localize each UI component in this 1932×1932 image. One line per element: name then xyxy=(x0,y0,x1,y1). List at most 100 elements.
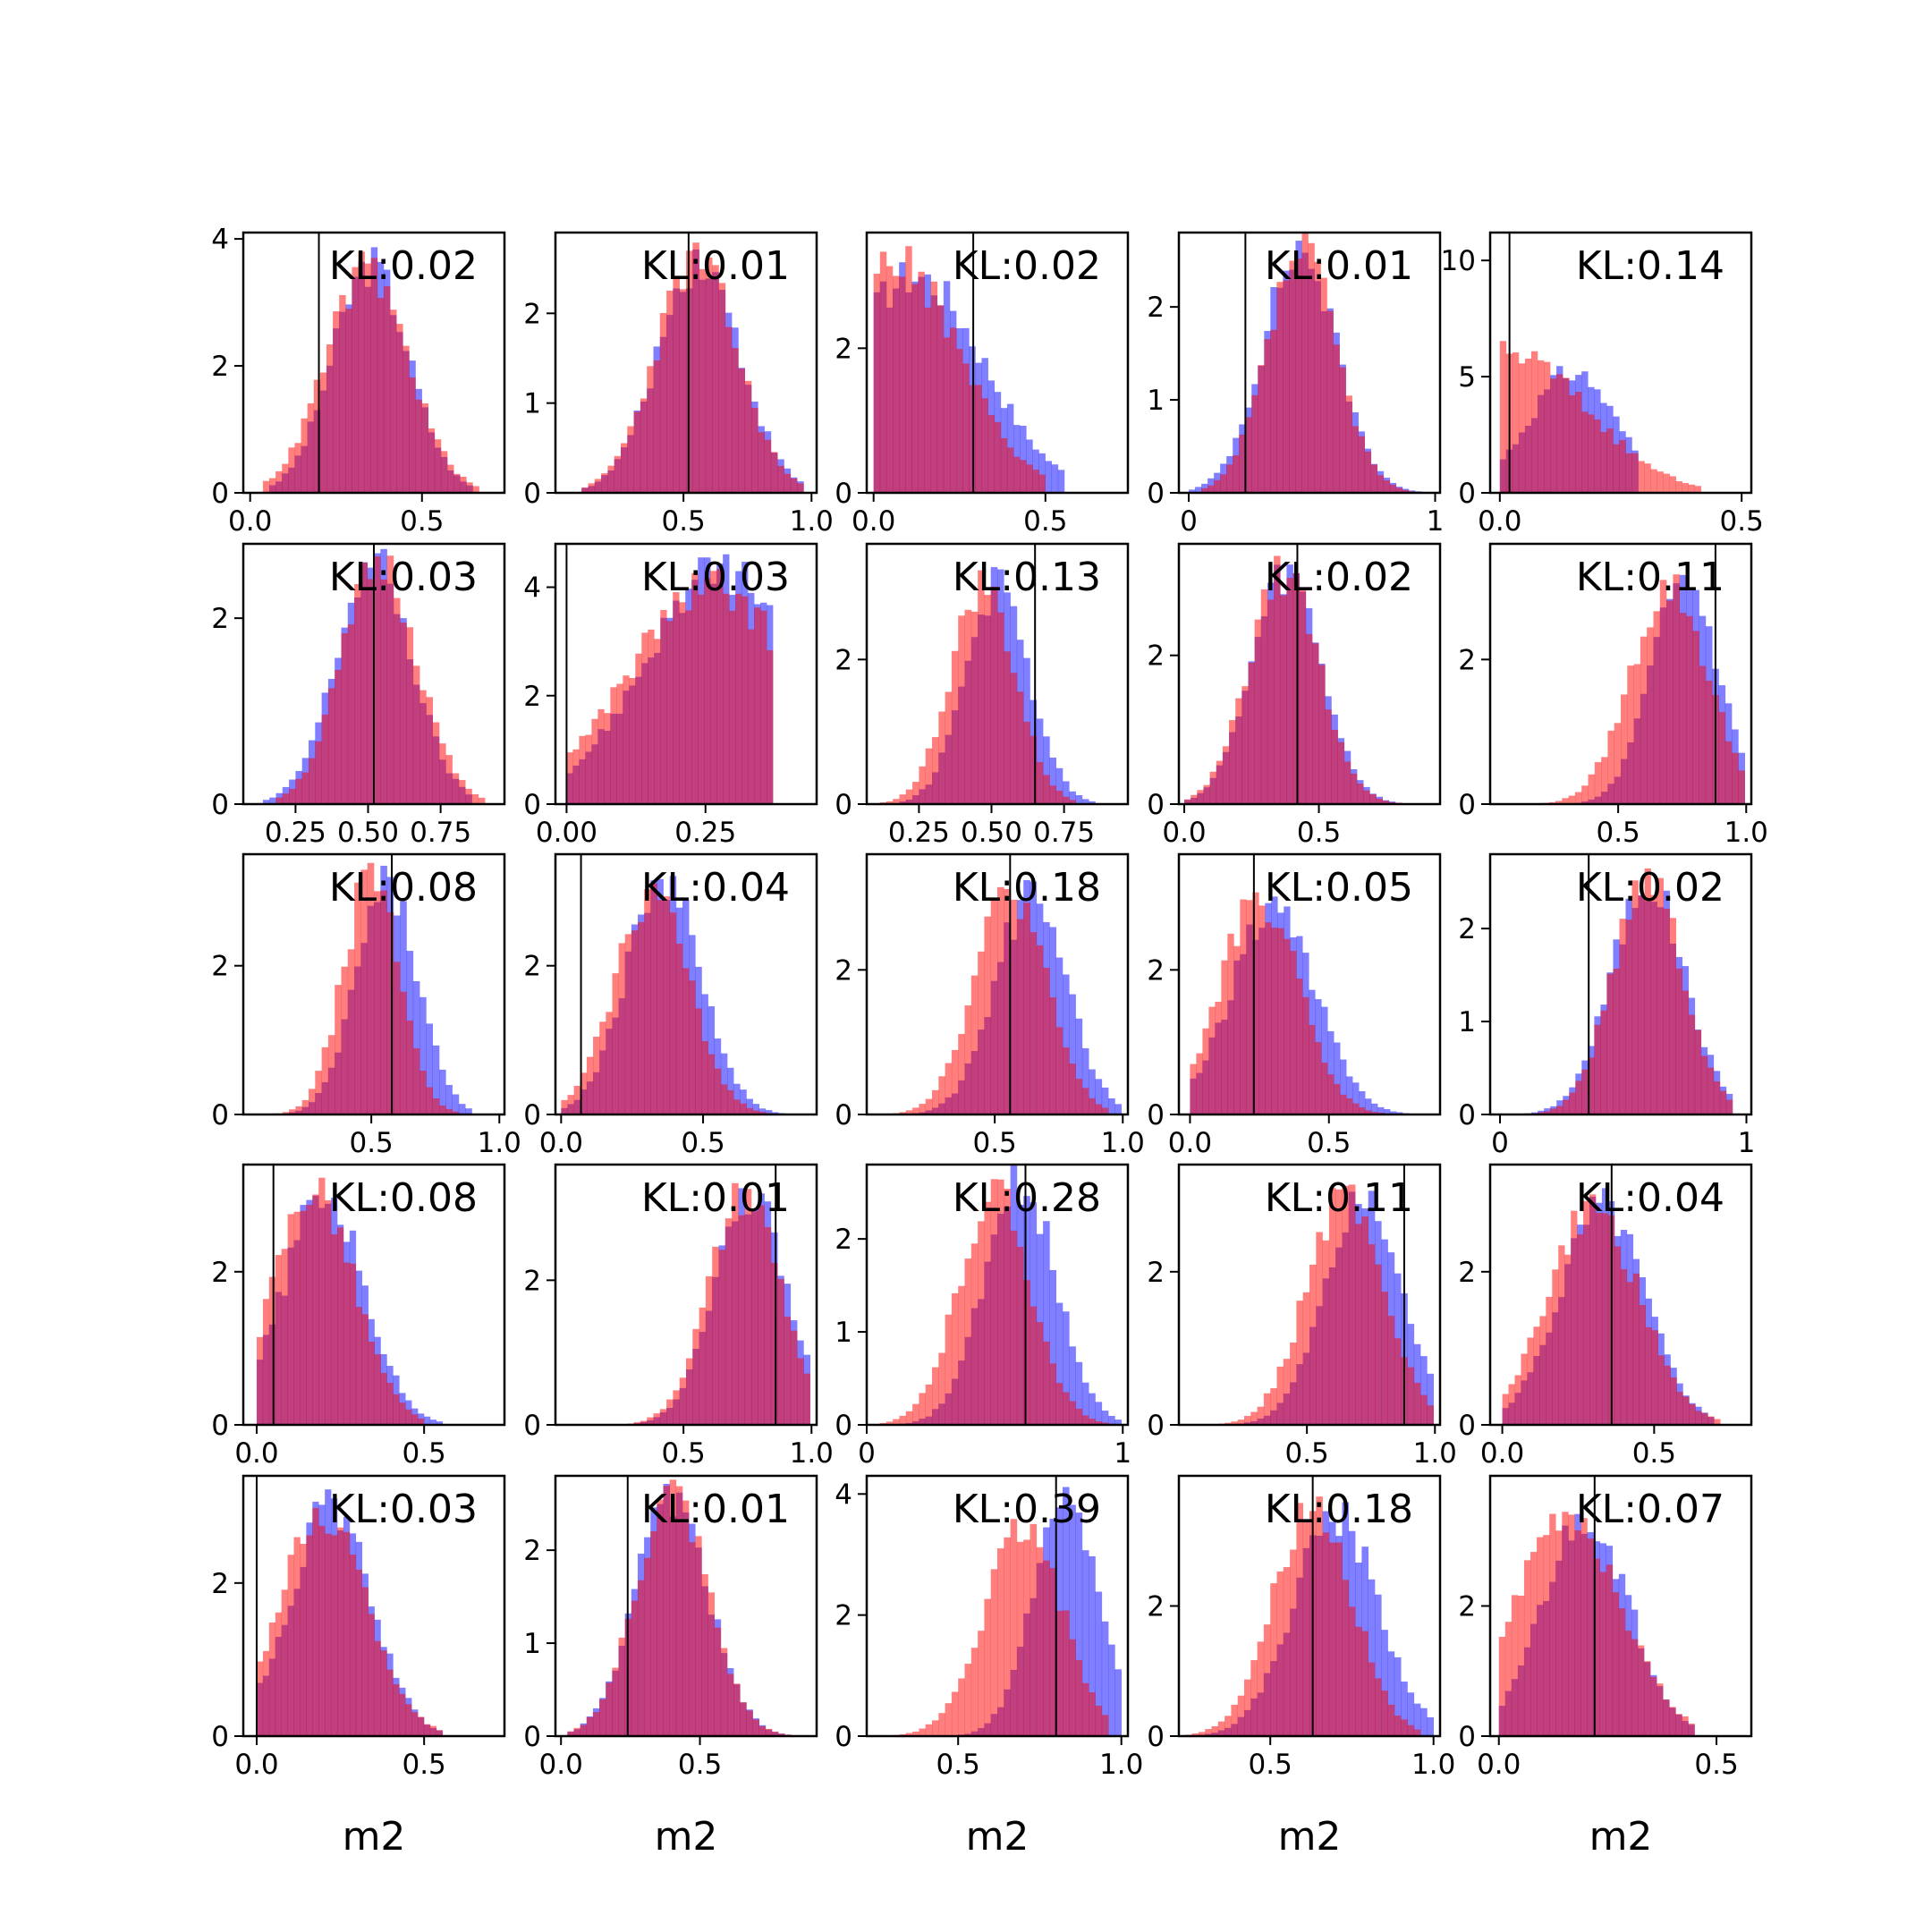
red-hist-bar xyxy=(1252,892,1259,1114)
red-hist-bar xyxy=(1675,1714,1682,1736)
red-hist-bar xyxy=(924,307,931,493)
red-hist-bar xyxy=(1682,1716,1689,1736)
blue-hist-bar xyxy=(1413,1703,1421,1736)
plot-area xyxy=(275,854,472,1114)
panel-frame xyxy=(1488,1163,1753,1427)
red-hist-bar xyxy=(925,748,933,804)
red-hist-bar xyxy=(1365,1110,1372,1114)
red-hist-bar xyxy=(1233,455,1240,493)
red-hist-bar xyxy=(601,473,608,493)
red-hist-bar xyxy=(1627,665,1634,804)
red-hist-bar xyxy=(657,1499,664,1736)
red-hist-bar xyxy=(1499,341,1507,493)
red-hist-bar xyxy=(1389,484,1397,493)
red-hist-bar xyxy=(1407,1367,1415,1425)
red-hist-bar xyxy=(984,916,991,1114)
red-hist-bar xyxy=(1383,480,1391,493)
y-tick-label: 0 xyxy=(523,1099,541,1131)
red-hist-bar xyxy=(1101,1107,1109,1114)
panel-frame xyxy=(242,1163,506,1427)
red-hist-bar xyxy=(1036,1322,1044,1425)
x-tick-label: 0.5 xyxy=(1694,1749,1738,1781)
red-hist-bar xyxy=(309,758,316,804)
y-tick-label: 0 xyxy=(1458,789,1476,821)
y-tick-label: 0 xyxy=(835,1410,852,1442)
red-hist-bar xyxy=(1589,1194,1597,1425)
red-hist-bar xyxy=(1265,922,1272,1114)
red-hist-bar xyxy=(604,713,611,804)
red-hist-bar xyxy=(1302,1521,1310,1736)
red-hist-bar xyxy=(1197,790,1204,804)
red-hist-bar xyxy=(374,556,381,804)
red-hist-bar xyxy=(331,1535,338,1736)
red-hist-bar xyxy=(452,773,460,804)
red-hist-bar xyxy=(345,309,352,493)
red-hist-bar xyxy=(912,1403,919,1425)
y-tick-label: 0 xyxy=(1147,1099,1165,1131)
red-hist-bar xyxy=(1276,1571,1284,1736)
blue-hist-bar xyxy=(1055,767,1063,804)
blue-hist-bar xyxy=(1055,1302,1063,1425)
red-hist-bar xyxy=(1055,1383,1063,1425)
red-hist-bar xyxy=(1594,419,1601,493)
panel-frame xyxy=(1177,542,1442,806)
red-hist-bar xyxy=(393,1684,400,1736)
red-hist-bar xyxy=(1250,1660,1258,1736)
red-hist-bar xyxy=(588,483,596,493)
red-hist-bar xyxy=(1214,479,1221,493)
red-hist-bar xyxy=(1203,784,1210,804)
red-hist-bar xyxy=(1555,801,1563,804)
red-hist-bar xyxy=(932,1367,939,1425)
red-hist-bar xyxy=(1089,1097,1096,1114)
x-tick-label: 0.25 xyxy=(674,817,736,849)
x-tick-label: 1 xyxy=(1738,1127,1756,1159)
red-hist-bar xyxy=(411,1414,419,1425)
blue-hist-bar xyxy=(1101,1087,1109,1114)
red-hist-bar xyxy=(428,428,436,493)
red-hist-bar xyxy=(1235,698,1242,804)
x-axis-label-col5: m2 xyxy=(1589,1814,1653,1860)
red-hist-bar xyxy=(1346,1098,1353,1114)
red-hist-bar xyxy=(364,263,372,493)
red-hist-bar xyxy=(432,1097,440,1114)
red-hist-bar xyxy=(390,309,397,493)
red-hist-bar xyxy=(729,610,736,804)
red-hist-bar xyxy=(361,1587,369,1736)
red-hist-bar xyxy=(987,415,996,493)
red-hist-bar xyxy=(997,886,1004,1114)
red-hist-bar xyxy=(714,1627,722,1736)
red-hist-bar xyxy=(1049,1363,1056,1425)
red-hist-bar xyxy=(1026,464,1033,493)
y-tick-label: 1 xyxy=(1458,1006,1476,1038)
red-hist-bar xyxy=(1407,1724,1415,1736)
red-hist-bar xyxy=(905,1733,913,1736)
red-hist-bar xyxy=(1358,436,1366,493)
red-hist-bar xyxy=(716,569,724,804)
red-hist-bar xyxy=(1271,928,1278,1114)
red-hist-bar xyxy=(1413,1729,1421,1736)
red-hist-bar xyxy=(1198,1732,1206,1736)
red-hist-bar xyxy=(1376,798,1383,804)
panel-frame xyxy=(242,231,506,495)
red-hist-bar xyxy=(1352,426,1359,493)
panel-r4c5: 0.0 0.5 0 2 KL:0.04 xyxy=(1458,1163,1753,1470)
red-hist-bar xyxy=(767,650,774,804)
x-tick-label: 0.5 xyxy=(400,505,444,538)
red-hist-bar xyxy=(886,266,894,493)
red-hist-bar xyxy=(1258,365,1265,493)
red-hist-bar xyxy=(1521,1353,1528,1425)
red-hist-bar xyxy=(726,1674,734,1736)
red-hist-bar xyxy=(1670,1377,1677,1425)
red-hist-bar xyxy=(1632,1273,1640,1425)
red-hist-bar xyxy=(633,411,641,493)
red-hist-bar xyxy=(1581,411,1589,493)
red-hist-bar xyxy=(1688,1014,1696,1114)
red-hist-bar xyxy=(958,615,965,804)
red-hist-bar xyxy=(984,1598,991,1736)
red-hist-bar xyxy=(640,1420,648,1425)
red-hist-bar xyxy=(1023,1280,1030,1425)
red-hist-bar xyxy=(1231,1704,1238,1736)
red-hist-bar xyxy=(751,1211,758,1425)
blue-hist-bar xyxy=(1377,1106,1385,1114)
kl-annotation: KL:0.04 xyxy=(641,865,790,911)
